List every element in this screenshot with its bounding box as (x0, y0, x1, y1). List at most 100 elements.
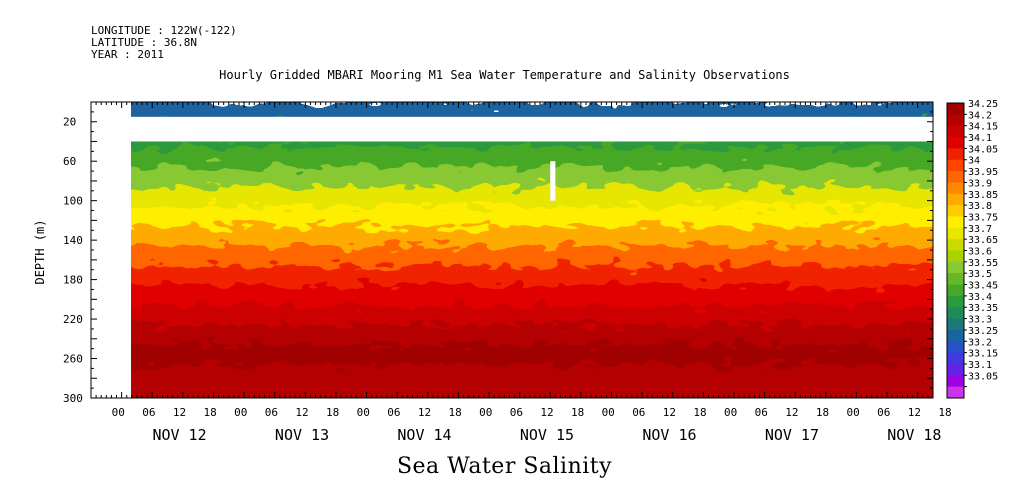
colorbar-label: 34.05 (968, 144, 998, 155)
colorbar-label: 33.75 (968, 212, 998, 223)
longitude-label: LONGITUDE : 122W(-122) (91, 24, 237, 37)
data-gap (550, 161, 556, 201)
y-tick-label: 100 (63, 195, 83, 208)
x-hour-label: 18 (693, 406, 706, 419)
x-hour-label: 06 (632, 406, 645, 419)
x-hour-label: 00 (724, 406, 737, 419)
colorbar-swatch (947, 284, 964, 297)
colorbar-swatch (947, 363, 964, 376)
colorbar-swatch (947, 250, 964, 263)
colorbar-swatch (947, 375, 964, 388)
x-hour-label: 00 (847, 406, 860, 419)
colorbar-swatch (947, 193, 964, 206)
colorbar-label: 33.35 (968, 303, 998, 314)
colorbar-swatch (947, 125, 964, 138)
x-hour-label: 00 (479, 406, 492, 419)
x-day-label: NOV 12 (152, 426, 206, 444)
x-hour-label: 18 (326, 406, 339, 419)
colorbar-label: 33.95 (968, 167, 998, 178)
data-gap (131, 116, 933, 142)
x-hour-label: 12 (663, 406, 676, 419)
x-day-label: NOV 15 (520, 426, 574, 444)
y-tick-label: 140 (63, 234, 83, 247)
x-hour-label: 00 (602, 406, 615, 419)
colorbar-swatch (947, 239, 964, 251)
x-day-label: NOV 17 (765, 426, 819, 444)
x-hour-label: 12 (785, 406, 798, 419)
colorbar-label: 33.2 (968, 337, 992, 348)
x-hour-label: 06 (265, 406, 278, 419)
colorbar-label: 33.8 (968, 201, 992, 212)
axes: 20 60 100 140 180 220 260 300 00 06 12 18 00 06 12 18 00… (63, 101, 952, 444)
colorbar-label: 33.9 (968, 178, 992, 189)
colorbar: 34.2534.234.1534.134.053433.9533.933.853… (946, 99, 998, 399)
colorbar-swatch (947, 386, 964, 399)
x-hour-label: 06 (510, 406, 523, 419)
colorbar-label: 33.85 (968, 190, 998, 201)
colorbar-swatch (947, 295, 964, 308)
colorbar-label: 33.6 (968, 247, 992, 258)
y-tick-label: 220 (63, 313, 83, 326)
y-tick-label: 20 (63, 116, 76, 129)
x-hour-label: 00 (357, 406, 370, 419)
x-hour-label: 18 (448, 406, 461, 419)
colorbar-swatch (947, 182, 964, 195)
colorbar-label: 33.1 (968, 360, 992, 371)
colorbar-label: 33.15 (968, 349, 998, 360)
colorbar-swatch (947, 216, 964, 229)
colorbar-swatch (947, 261, 964, 274)
colorbar-swatch (947, 307, 964, 320)
x-day-label: NOV 16 (642, 426, 696, 444)
x-hour-label: 06 (755, 406, 768, 419)
latitude-label: LATITUDE : 36.8N (91, 36, 197, 49)
colorbar-label: 34.25 (968, 99, 998, 110)
colorbar-swatch (947, 159, 964, 172)
colorbar-swatch (947, 227, 964, 240)
colorbar-swatch (947, 148, 964, 161)
x-hour-label: 18 (816, 406, 829, 419)
salinity-field (131, 102, 933, 398)
colorbar-swatch (947, 329, 964, 342)
x-hour-label: 06 (387, 406, 400, 419)
colorbar-label: 33.7 (968, 224, 992, 235)
x-day-label: NOV 18 (887, 426, 941, 444)
y-tick-label: 300 (63, 392, 83, 405)
x-hour-label: 12 (173, 406, 186, 419)
colorbar-swatch (947, 341, 964, 354)
chart-title: Hourly Gridded MBARI Mooring M1 Sea Wate… (219, 68, 790, 82)
x-day-label: NOV 13 (275, 426, 329, 444)
x-hour-label: 18 (571, 406, 584, 419)
colorbar-label: 33.3 (968, 315, 992, 326)
x-hour-label: 12 (540, 406, 553, 419)
x-axis-title: Sea Water Salinity (396, 454, 613, 479)
x-hour-label: 00 (112, 406, 125, 419)
colorbar-label: 33.05 (968, 371, 998, 382)
y-tick-label: 180 (63, 274, 83, 287)
salinity-band (131, 384, 933, 398)
colorbar-label: 33.4 (968, 292, 992, 303)
colorbar-label: 33.65 (968, 235, 998, 246)
colorbar-swatch (947, 205, 964, 217)
colorbar-label: 33.55 (968, 258, 998, 269)
x-day-label: NOV 14 (397, 426, 451, 444)
salinity-bands (131, 102, 933, 398)
colorbar-swatch (947, 352, 964, 365)
colorbar-label: 33.25 (968, 326, 998, 337)
x-hour-label: 00 (234, 406, 247, 419)
colorbar-label: 34 (968, 156, 980, 167)
x-hour-label: 06 (142, 406, 155, 419)
colorbar-label: 34.15 (968, 122, 998, 133)
x-hour-label: 12 (908, 406, 921, 419)
x-hour-label: 06 (877, 406, 890, 419)
plot-area (91, 102, 933, 398)
x-hour-label: 12 (295, 406, 308, 419)
colorbar-swatch (947, 137, 964, 149)
y-tick-label: 60 (63, 155, 76, 168)
colorbar-swatch (947, 114, 964, 127)
colorbar-label: 34.1 (968, 133, 992, 144)
x-hour-label: 18 (204, 406, 217, 419)
colorbar-swatch (947, 171, 964, 183)
colorbar-swatch (947, 318, 964, 331)
x-hour-label: 12 (418, 406, 431, 419)
